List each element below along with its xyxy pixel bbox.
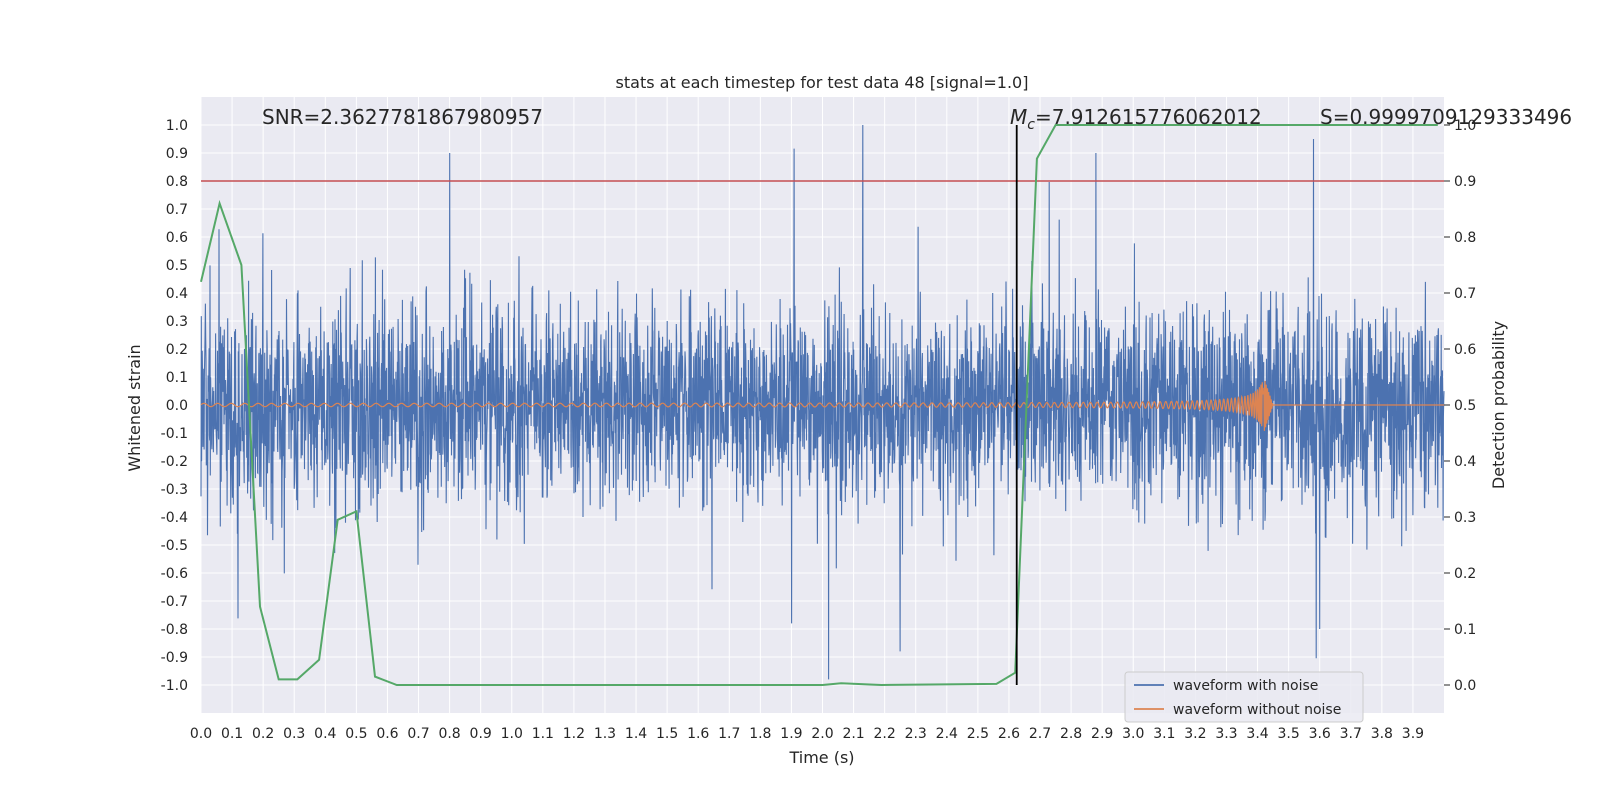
x-tick-label: 2.3 xyxy=(905,726,927,742)
x-tick-label: 3.7 xyxy=(1340,726,1362,742)
y2-tick-label: 0.9 xyxy=(1454,174,1476,190)
y2-tick-label: 0.8 xyxy=(1454,230,1476,246)
x-tick-label: 3.5 xyxy=(1277,726,1299,742)
mc-subscript: c xyxy=(1027,117,1035,133)
x-tick-label: 1.2 xyxy=(563,726,585,742)
x-tick-label: 0.4 xyxy=(314,726,336,742)
chart-title: stats at each timestep for test data 48 … xyxy=(616,73,1029,92)
x-tick-label: 1.4 xyxy=(625,726,647,742)
x-tick-label: 0.5 xyxy=(345,726,367,742)
x-tick-label: 0.0 xyxy=(190,726,212,742)
x-tick-label: 2.6 xyxy=(998,726,1020,742)
x-tick-label: 2.4 xyxy=(936,726,958,742)
legend-box xyxy=(1124,671,1364,723)
y2-tick-label: 0.3 xyxy=(1454,510,1476,526)
y-tick-label: -0.4 xyxy=(161,510,188,526)
legend-label-clean: waveform without noise xyxy=(1173,702,1341,718)
y2-tick-label: 0.6 xyxy=(1454,342,1476,358)
x-tick-label: 0.7 xyxy=(407,726,429,742)
series-waveform-without-noise xyxy=(200,380,1444,431)
y2-tick-label: 0.0 xyxy=(1454,678,1476,694)
y2-tick-label: 0.1 xyxy=(1454,622,1476,638)
x-tick-label: 2.5 xyxy=(967,726,989,742)
y-tick-label: -0.9 xyxy=(161,650,188,666)
y2-tick-label: 0.2 xyxy=(1454,566,1476,582)
x-tick-label: 2.7 xyxy=(1029,726,1051,742)
x-tick-label: 0.8 xyxy=(438,726,460,742)
x-tick-label: 0.3 xyxy=(283,726,305,742)
x-tick-label: 3.4 xyxy=(1246,726,1268,742)
y-tick-label: -1.0 xyxy=(161,678,188,694)
series-layer xyxy=(200,124,1445,687)
y2-tick-label: 1.0 xyxy=(1454,118,1476,134)
y-tick-label: 0.2 xyxy=(166,342,188,358)
legend: waveform with noise waveform without noi… xyxy=(1124,671,1364,723)
snr-annotation: SNR=2.3627781867980957 xyxy=(262,105,543,129)
x-tick-label: 3.2 xyxy=(1184,726,1206,742)
x-tick-label: 0.9 xyxy=(470,726,492,742)
y-tick-label: -0.5 xyxy=(161,538,188,554)
s-annotation: S=0.9999709129333496 xyxy=(1320,105,1572,129)
y-tick-label: 0.5 xyxy=(166,258,188,274)
ticks-layer: 0.0 0.1 0.2 0.3 0.4 0.5 0.6 0.7 0.8 0.9 1.0 1.1 1.2 1… xyxy=(161,118,1477,742)
x-tick-label: 1.3 xyxy=(594,726,616,742)
x-tick-label: 1.5 xyxy=(656,726,678,742)
x-tick-label: 2.9 xyxy=(1091,726,1113,742)
x-tick-label: 1.9 xyxy=(780,726,802,742)
x-tick-label: 0.2 xyxy=(252,726,274,742)
x-tick-label: 0.6 xyxy=(376,726,398,742)
x-tick-label: 3.6 xyxy=(1309,726,1331,742)
mc-value: =7.912615776062012 xyxy=(1035,105,1262,129)
mc-symbol: M xyxy=(1010,105,1027,129)
y-tick-label: -0.3 xyxy=(161,482,188,498)
y-tick-label: 0.9 xyxy=(166,146,188,162)
y-tick-label: 0.6 xyxy=(166,230,188,246)
y-tick-label: 0.7 xyxy=(166,202,188,218)
y-tick-label: 0.8 xyxy=(166,174,188,190)
y-axis-label: Whitened strain xyxy=(125,344,144,471)
mc-annotation: Mc=7.912615776062012 xyxy=(1010,105,1262,133)
y-tick-label: -0.8 xyxy=(161,622,188,638)
series-waveform-with-noise xyxy=(200,124,1445,680)
y2-tick-label: 0.4 xyxy=(1454,454,1476,470)
x-tick-label: 3.8 xyxy=(1371,726,1393,742)
x-tick-label: 3.0 xyxy=(1122,726,1144,742)
x-tick-label: 3.1 xyxy=(1153,726,1175,742)
x-tick-label: 2.1 xyxy=(842,726,864,742)
x-tick-label: 0.1 xyxy=(221,726,243,742)
x-tick-label: 1.0 xyxy=(501,726,523,742)
x-tick-label: 2.0 xyxy=(811,726,833,742)
y-tick-label: -0.2 xyxy=(161,454,188,470)
x-tick-label: 1.1 xyxy=(532,726,554,742)
y-tick-label: -0.7 xyxy=(161,594,188,610)
x-tick-label: 2.8 xyxy=(1060,726,1082,742)
y-tick-label: -0.6 xyxy=(161,566,188,582)
x-tick-label: 1.6 xyxy=(687,726,709,742)
x-tick-label: 2.2 xyxy=(874,726,896,742)
x-axis-label: Time (s) xyxy=(788,748,854,767)
x-tick-label: 3.3 xyxy=(1215,726,1237,742)
y2-tick-label: 0.5 xyxy=(1454,398,1476,414)
y-tick-label: 1.0 xyxy=(166,118,188,134)
series-detection-probability xyxy=(200,124,1438,687)
legend-label-noise: waveform with noise xyxy=(1173,678,1318,694)
x-tick-label: 3.9 xyxy=(1402,726,1424,742)
y-tick-label: 0.3 xyxy=(166,314,188,330)
y-tick-label: 0.4 xyxy=(166,286,188,302)
x-tick-label: 1.7 xyxy=(718,726,740,742)
y2-tick-label: 0.7 xyxy=(1454,286,1476,302)
y-tick-label: 0.1 xyxy=(166,370,188,386)
y-tick-label: -0.1 xyxy=(161,426,188,442)
x-tick-label: 1.8 xyxy=(749,726,771,742)
y2-axis-label: Detection probability xyxy=(1489,321,1508,489)
y-tick-label: 0.0 xyxy=(166,398,188,414)
